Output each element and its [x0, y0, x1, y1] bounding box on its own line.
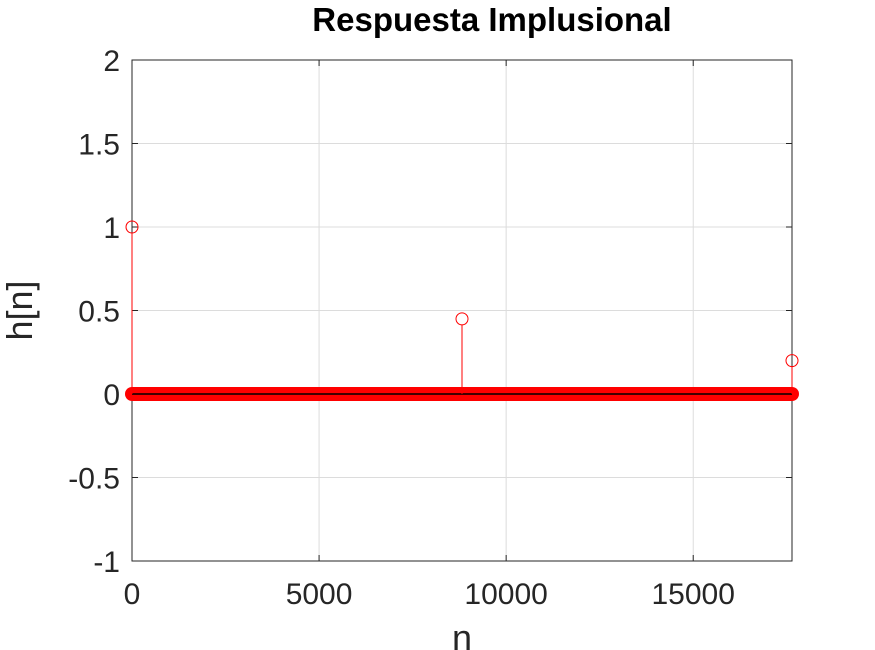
chart-title: Respuesta Implusional — [312, 1, 671, 38]
stem-marker — [785, 354, 799, 368]
ticks: 0 5000 10000 15000 -1 -0.5 0 0.5 1 1.5 2 — [68, 45, 792, 611]
y-tick-label: 0 — [103, 379, 120, 412]
y-tick-label: 1 — [103, 212, 120, 245]
x-tick-label: 5000 — [286, 578, 353, 611]
y-tick-label: 1.5 — [78, 129, 120, 162]
y-tick-label: 2 — [103, 45, 120, 78]
x-tick-label: 0 — [124, 578, 141, 611]
y-tick-label: 0.5 — [78, 296, 120, 329]
x-tick-label: 10000 — [464, 578, 547, 611]
y-tick-label: -1 — [93, 546, 120, 579]
stem-marker — [125, 220, 139, 234]
data-marks — [125, 220, 799, 401]
stem-marker — [455, 312, 469, 326]
x-axis-label: n — [452, 617, 472, 650]
y-tick-label: -0.5 — [68, 463, 120, 496]
y-axis-label: h[n] — [0, 280, 40, 340]
x-tick-label: 15000 — [652, 578, 735, 611]
